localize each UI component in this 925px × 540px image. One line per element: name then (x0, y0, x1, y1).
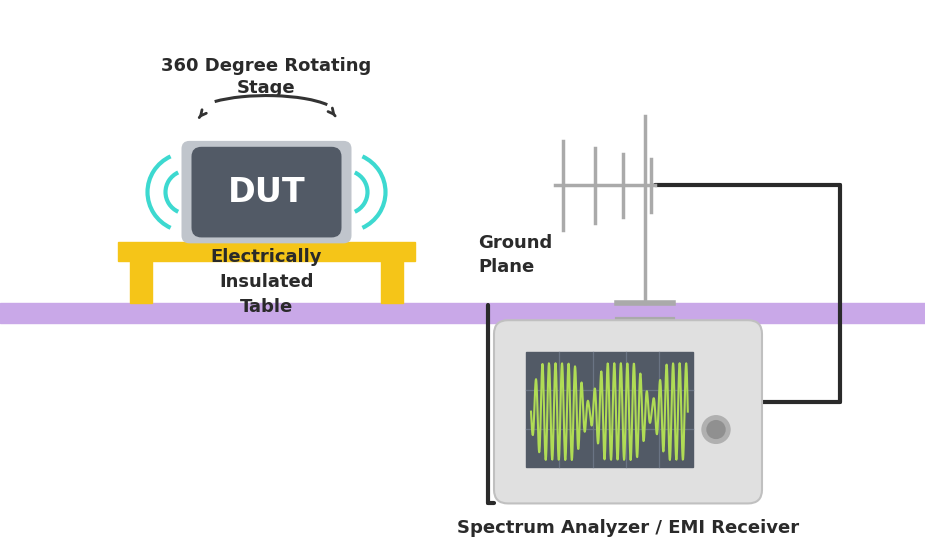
Bar (0, 303, 925, 323)
Circle shape (702, 416, 730, 443)
Text: Spectrum Analyzer / EMI Receiver: Spectrum Analyzer / EMI Receiver (457, 519, 799, 537)
Text: DUT: DUT (228, 176, 305, 208)
Text: 360 Degree Rotating
Stage: 360 Degree Rotating Stage (161, 57, 372, 97)
Bar (526, 352, 693, 467)
FancyBboxPatch shape (494, 320, 762, 503)
FancyBboxPatch shape (181, 141, 352, 244)
Circle shape (707, 421, 725, 438)
FancyBboxPatch shape (191, 147, 341, 238)
Text: Ground
Plane: Ground Plane (478, 234, 552, 276)
Text: Electrically
Insulated
Table: Electrically Insulated Table (211, 248, 322, 316)
Bar (118, 242, 415, 261)
Bar (381, 261, 403, 303)
Bar (130, 261, 152, 303)
